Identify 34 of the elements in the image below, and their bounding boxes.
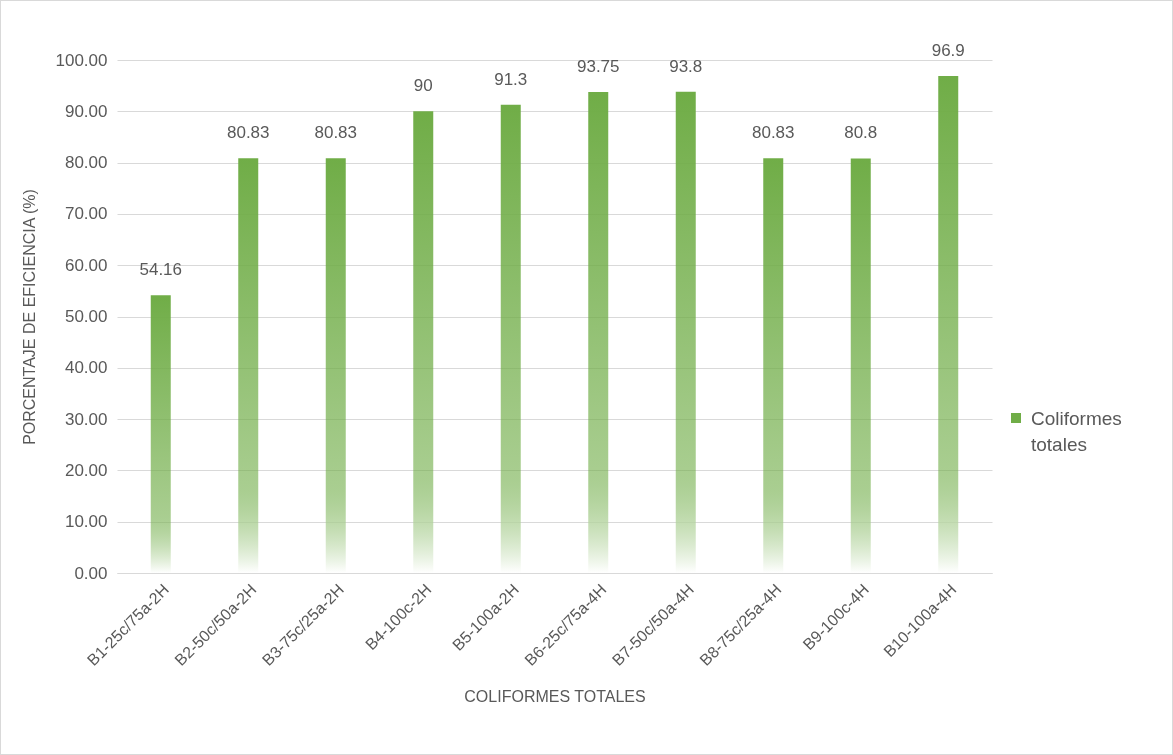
data-label: 80.8 <box>844 123 878 143</box>
data-label: 80.83 <box>226 123 270 143</box>
y-tick-label: 70.00 <box>64 204 108 224</box>
y-tick-label: 20.00 <box>64 460 108 480</box>
x-axis-title: COLIFORMES TOTALES <box>464 687 646 705</box>
y-tick-label: 80.00 <box>64 153 108 173</box>
bar <box>150 295 171 573</box>
y-tick-label: 90.00 <box>64 101 108 121</box>
data-label: 54.16 <box>139 260 183 280</box>
y-tick-label: 60.00 <box>64 255 108 275</box>
bar <box>850 158 871 573</box>
data-label: 80.83 <box>751 123 795 143</box>
bar <box>500 104 521 573</box>
bar <box>238 158 259 573</box>
data-label: 93.8 <box>669 56 703 76</box>
data-label: 96.9 <box>931 40 965 60</box>
y-tick-label: 0.00 <box>74 563 108 583</box>
bar <box>675 91 696 573</box>
data-label: 93.75 <box>576 57 620 77</box>
legend-label: Coliformes totales <box>1031 407 1123 457</box>
data-label: 90 <box>413 76 433 96</box>
bar <box>413 111 434 573</box>
bar <box>588 92 609 573</box>
y-tick-label: 100.00 <box>55 50 108 70</box>
data-label: 91.3 <box>494 69 528 89</box>
bar <box>938 75 959 573</box>
y-tick-label: 40.00 <box>64 358 108 378</box>
y-tick-label: 50.00 <box>64 307 108 326</box>
y-axis-title: PORCENTAJE DE EFICIENCIA (%) <box>20 189 38 445</box>
bar <box>325 158 346 573</box>
y-tick-label: 10.00 <box>64 512 108 532</box>
bar <box>763 158 784 573</box>
data-label: 80.83 <box>314 123 358 143</box>
y-tick-label: 30.00 <box>64 409 108 429</box>
